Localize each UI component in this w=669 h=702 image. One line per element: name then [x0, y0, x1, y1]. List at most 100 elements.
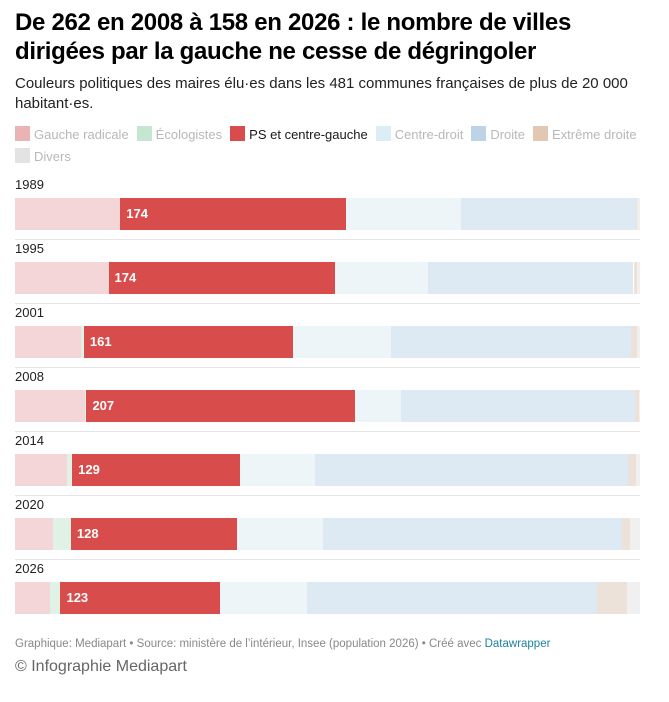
legend-item[interactable]: Écologistes [136, 124, 223, 146]
bar-segment[interactable] [307, 582, 598, 614]
byline: © Infographie Mediapart [15, 658, 187, 675]
data-label: 129 [78, 462, 100, 477]
bar-segment[interactable] [50, 582, 61, 614]
bar-segment[interactable] [630, 326, 638, 358]
footer-credit: Graphique: Mediapart • Source: ministère… [15, 638, 654, 650]
legend-label: Extrême droite [552, 127, 637, 142]
bar-row: 2014 129 [15, 432, 640, 496]
legend-label: Centre-droit [394, 127, 464, 142]
legend-item[interactable]: PS et centre-gauche [230, 124, 368, 146]
stacked-bar: 207 [15, 390, 640, 422]
row-label: 2014 [15, 433, 44, 448]
legend-swatch [533, 126, 549, 141]
bar-segment[interactable] [85, 390, 87, 422]
data-label: 128 [76, 526, 99, 541]
bar-segment[interactable] [15, 262, 109, 294]
bar-segment[interactable] [15, 582, 51, 614]
bar-segment[interactable]: 123 [60, 582, 221, 614]
bar-segment[interactable] [355, 390, 401, 422]
legend-label: Écologistes [155, 127, 223, 142]
legend-swatch [136, 126, 152, 141]
bar-segment[interactable] [636, 198, 638, 230]
legend-swatch [15, 126, 30, 141]
bar-segment[interactable] [634, 390, 639, 422]
bar-segment[interactable] [315, 454, 629, 486]
bar-segment[interactable]: 207 [86, 390, 356, 422]
row-label: 2001 [15, 305, 44, 320]
bar-segment[interactable] [628, 454, 637, 486]
datawrapper-link[interactable]: Datawrapper [484, 638, 551, 650]
bar-segment[interactable] [334, 262, 429, 294]
bar-segment[interactable] [636, 454, 640, 486]
bar-segment[interactable] [637, 326, 640, 358]
chart-subtitle: Couleurs politiques des maires élu·es da… [15, 75, 628, 112]
bar-segment[interactable] [81, 326, 84, 358]
bar-segment[interactable] [597, 582, 627, 614]
stacked-bar: 174 [15, 262, 640, 294]
bar-segment[interactable] [390, 326, 631, 358]
bar-segment[interactable] [428, 262, 634, 294]
data-label: 174 [126, 206, 148, 221]
bar-segment[interactable] [346, 198, 461, 230]
data-label: 161 [89, 334, 112, 349]
bar-segment[interactable] [15, 326, 82, 358]
bar-segment[interactable] [460, 198, 637, 230]
bar-segment[interactable]: 128 [70, 518, 238, 550]
legend-item[interactable]: Centre-droit [375, 124, 464, 146]
row-label: 2008 [15, 369, 44, 384]
bar-row: 1995 174 [15, 240, 640, 304]
legend-label: Divers [34, 149, 71, 164]
row-label: 2020 [15, 497, 44, 512]
bar-segment[interactable] [633, 262, 638, 294]
bar-segment[interactable] [638, 390, 640, 422]
legend-swatch [471, 126, 487, 141]
bar-segment[interactable] [15, 518, 53, 550]
bar-row: 2026 123 [15, 560, 640, 624]
bar-segment[interactable]: 174 [120, 198, 347, 230]
stacked-bar: 129 [15, 454, 640, 486]
stacked-bar: 174 [15, 198, 640, 230]
stacked-bar: 161 [15, 326, 640, 358]
legend-item[interactable]: Droite [471, 124, 525, 146]
bar-segment[interactable] [637, 198, 640, 230]
stacked-bar-chart: 1989 174 1995 174 2001 161 2008 207 2014 129 2020 1… [15, 176, 640, 624]
data-label: 207 [92, 398, 115, 413]
data-label: 174 [114, 270, 137, 285]
bar-segment[interactable] [621, 518, 630, 550]
legend-label: Gauche radicale [34, 127, 129, 142]
bar-segment[interactable] [637, 262, 640, 294]
legend-swatch [230, 126, 246, 141]
row-label: 2026 [15, 561, 44, 576]
bar-segment[interactable] [627, 582, 640, 614]
bar-segment[interactable] [237, 518, 323, 550]
stacked-bar: 123 [15, 582, 640, 614]
bar-segment[interactable]: 129 [72, 454, 240, 486]
bar-segment[interactable] [400, 390, 635, 422]
bar-segment[interactable] [15, 454, 67, 486]
legend-label: Droite [490, 127, 526, 142]
legend-item[interactable]: Extrême droite [533, 124, 637, 146]
bar-segment[interactable] [322, 518, 622, 550]
bar-segment[interactable]: 161 [83, 326, 294, 358]
chart-title: De 262 en 2008 à 158 en 2026 : le nombre… [15, 9, 571, 65]
legend-item[interactable]: Gauche radicale [15, 124, 129, 146]
bar-row: 1989 174 [15, 176, 640, 240]
credit-text: Graphique: Mediapart • Source: ministère… [15, 638, 485, 650]
bar-row: 2001 161 [15, 304, 640, 368]
bar-row: 2020 128 [15, 496, 640, 560]
bar-segment[interactable] [15, 198, 121, 230]
legend-swatch [375, 126, 391, 141]
bar-segment[interactable] [239, 454, 316, 486]
legend-item[interactable]: Divers [15, 146, 71, 168]
row-label: 1989 [15, 177, 44, 192]
stacked-bar: 128 [15, 518, 640, 550]
bar-segment[interactable] [15, 390, 86, 422]
row-label: 1995 [15, 241, 44, 256]
bar-segment[interactable] [66, 454, 73, 486]
bar-segment[interactable] [220, 582, 308, 614]
bar-segment[interactable]: 174 [108, 262, 335, 294]
legend-label: PS et centre-gauche [249, 127, 368, 142]
bar-segment[interactable] [52, 518, 71, 550]
bar-segment[interactable] [293, 326, 391, 358]
bar-segment[interactable] [629, 518, 640, 550]
